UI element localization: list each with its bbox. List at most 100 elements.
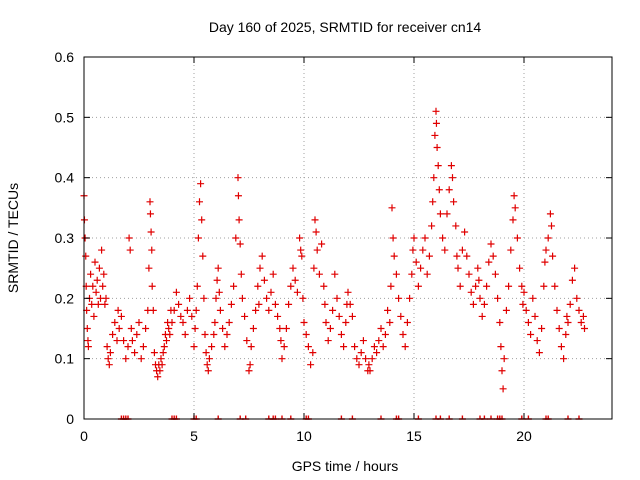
data-point: [428, 222, 436, 230]
data-point: [331, 270, 339, 278]
data-point: [379, 343, 387, 351]
y-tick-label: 0.1: [55, 351, 75, 367]
data-point: [419, 246, 427, 254]
data-point: [450, 198, 458, 206]
data-point: [453, 252, 461, 260]
data-point: [265, 306, 273, 314]
x-tick-label: 10: [296, 428, 312, 444]
data-point-zero: [575, 415, 583, 420]
data-point: [436, 210, 444, 218]
data-point: [179, 318, 187, 326]
data-point: [566, 300, 574, 308]
data-point: [198, 216, 206, 224]
data-point: [544, 234, 552, 242]
data-point: [485, 258, 493, 266]
data-point: [117, 312, 125, 320]
data-point: [158, 361, 166, 369]
y-tick-label: 0.6: [55, 49, 75, 65]
data-point: [425, 252, 433, 260]
data-point: [333, 294, 341, 302]
data-point: [509, 216, 517, 224]
data-point: [225, 318, 233, 326]
data-point: [139, 343, 147, 351]
data-point: [513, 234, 521, 242]
data-point: [98, 246, 106, 254]
data-point: [522, 306, 530, 314]
data-point: [221, 343, 229, 351]
data-point: [527, 331, 535, 339]
data-point: [90, 312, 98, 320]
data-point: [148, 246, 156, 254]
data-point: [177, 312, 185, 320]
data-point: [542, 246, 550, 254]
data-point: [571, 264, 579, 272]
data-point: [190, 343, 198, 351]
data-point-zero: [287, 415, 295, 420]
data-point: [104, 355, 112, 363]
y-tick-label: 0.2: [55, 290, 75, 306]
data-point: [389, 234, 397, 242]
data-point: [100, 270, 108, 278]
data-point: [287, 282, 295, 290]
data-point: [210, 331, 218, 339]
data-point: [423, 270, 431, 278]
data-point: [278, 355, 286, 363]
data-point: [276, 325, 284, 332]
data-point: [150, 349, 158, 357]
data-point: [375, 337, 383, 345]
data-point: [445, 186, 453, 194]
data-point: [237, 270, 245, 278]
data-point: [581, 325, 588, 332]
data-point: [289, 264, 297, 272]
data-point-zero: [436, 415, 444, 420]
data-point: [412, 258, 420, 266]
data-point: [186, 294, 194, 302]
data-point: [157, 355, 165, 363]
data-point: [232, 234, 240, 242]
data-point: [211, 318, 219, 326]
data-point: [563, 312, 571, 320]
x-tick-label: 5: [190, 428, 198, 444]
data-point: [359, 337, 367, 345]
data-point: [406, 294, 414, 302]
y-axis-label: SRMTID / TECUs: [5, 183, 21, 293]
data-point: [205, 355, 213, 363]
data-point: [147, 228, 155, 236]
data-point-zero: [337, 415, 345, 420]
data-point: [447, 162, 455, 170]
data-point: [346, 300, 354, 308]
data-point: [579, 312, 587, 320]
data-point: [299, 294, 307, 302]
data-point: [529, 294, 537, 302]
data-point-zero: [278, 415, 286, 420]
data-point: [498, 367, 506, 375]
data-point: [414, 282, 422, 290]
data-point: [311, 216, 319, 224]
data-point: [131, 349, 139, 357]
data-point: [465, 270, 473, 278]
data-point: [388, 204, 396, 212]
data-point-zero: [377, 415, 385, 420]
data-point: [291, 276, 299, 284]
data-point: [159, 349, 167, 357]
data-point: [243, 337, 251, 345]
data-point: [449, 174, 456, 182]
data-point: [315, 270, 323, 278]
data-point: [191, 325, 199, 332]
data-point: [236, 240, 244, 248]
y-tick-label: 0.4: [55, 170, 75, 186]
data-point: [337, 331, 345, 339]
data-point: [115, 325, 123, 332]
data-point: [230, 282, 238, 290]
data-point: [403, 318, 411, 326]
data-point: [456, 282, 464, 290]
data-point: [329, 306, 337, 314]
data-point: [245, 367, 253, 375]
data-point: [269, 270, 277, 278]
data-point: [260, 276, 268, 284]
data-point: [429, 198, 437, 206]
data-point: [340, 343, 348, 351]
data-point: [480, 300, 488, 308]
data-point: [214, 264, 222, 272]
data-point: [193, 282, 201, 290]
